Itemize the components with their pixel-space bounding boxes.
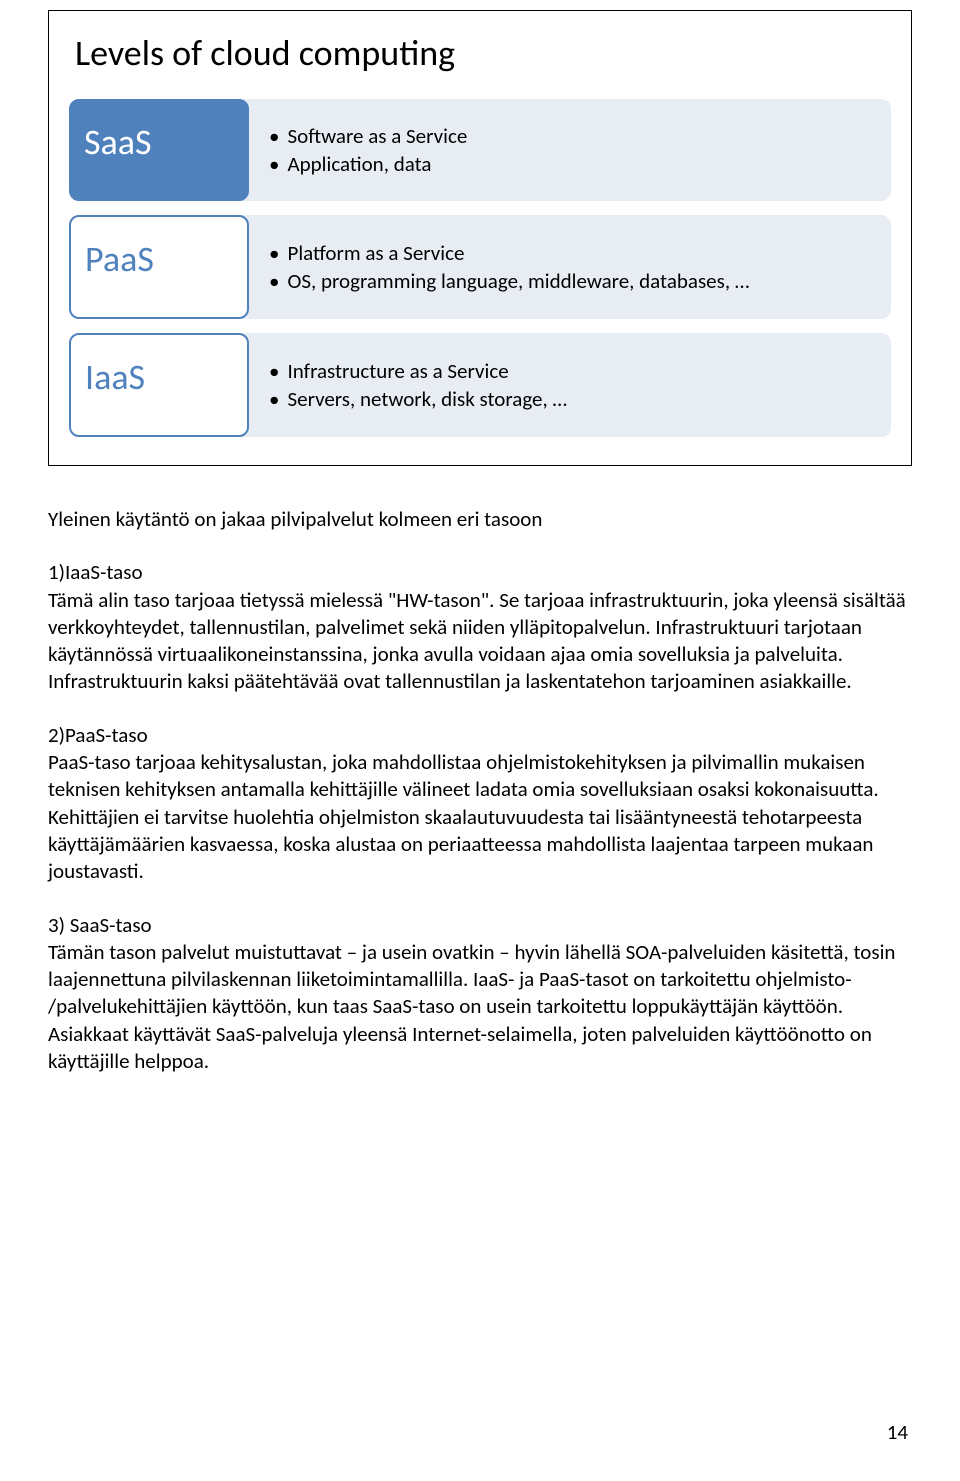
figure-title: Levels of cloud computing [69,31,891,75]
desc-line: • Software as a Service [269,122,875,150]
desc-text: Platform as a Service [287,239,464,267]
bullet-icon: • [269,122,279,150]
section-heading-saas: 3) SaaS-taso [48,912,912,939]
desc-line: • Platform as a Service [269,239,875,267]
level-row-paas: PaaS • Platform as a Service • OS, program… [69,215,891,319]
bullet-icon: • [269,150,279,178]
desc-box-iaas: • Infrastructure as a Service • Servers, n… [229,333,891,437]
bullet-icon: • [269,357,279,385]
section-body-iaas: Tämä alin taso tarjoaa tietyssä mielessä… [48,587,912,696]
tab-paas: PaaS [69,215,249,319]
section-body-paas: PaaS-taso tarjoaa kehitysalustan, joka m… [48,749,912,885]
desc-line: • Infrastructure as a Service [269,357,875,385]
level-row-iaas: IaaS • Infrastructure as a Service • Serve… [69,333,891,437]
tab-saas: SaaS [69,99,249,201]
desc-line: • Servers, network, disk storage, … [269,385,875,413]
desc-box-saas: • Software as a Service • Application, dat… [229,99,891,201]
desc-text: Infrastructure as a Service [287,357,508,385]
desc-text: Servers, network, disk storage, … [287,385,567,413]
tab-iaas: IaaS [69,333,249,437]
desc-line: • Application, data [269,150,875,178]
intro-paragraph: Yleinen käytäntö on jakaa pilvipalvelut … [48,506,912,533]
levels-figure: Levels of cloud computing SaaS • Software… [48,10,912,466]
bullet-icon: • [269,267,279,295]
bullet-icon: • [269,385,279,413]
desc-text: Software as a Service [287,122,467,150]
section-body-saas: Tämän tason palvelut muistuttavat – ja u… [48,939,912,1075]
tab-wrapper: SaaS [69,99,249,201]
section-heading-paas: 2)PaaS-taso [48,722,912,749]
desc-text: OS, programming language, middleware, da… [287,267,749,295]
bullet-icon: • [269,239,279,267]
page-number: 14 [887,1419,908,1445]
level-row-saas: SaaS • Software as a Service • Application… [69,99,891,201]
desc-box-paas: • Platform as a Service • OS, programming … [229,215,891,319]
tab-wrapper: PaaS [69,215,249,319]
section-heading-iaas: 1)IaaS-taso [48,559,912,586]
desc-text: Application, data [287,150,431,178]
desc-line: • OS, programming language, middleware, d… [269,267,875,295]
tab-wrapper: IaaS [69,333,249,437]
